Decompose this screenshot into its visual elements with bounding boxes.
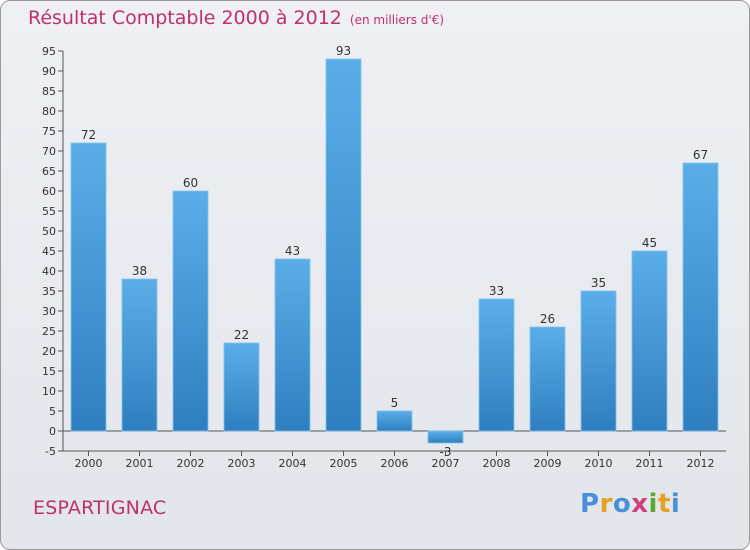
x-tick-label: 2003 [228,457,256,470]
x-tick-label: 2007 [432,457,460,470]
logo-letter: i [670,489,681,519]
proxiti-logo[interactable]: Proxiti [580,489,680,519]
x-tick-label: 2012 [687,457,715,470]
y-tick-label: 60 [42,185,56,198]
y-tick-label: -5 [45,445,56,458]
x-tick-label: 2000 [75,457,103,470]
x-tick-label: 2005 [330,457,358,470]
data-label: 93 [336,44,351,58]
data-label: 67 [693,148,708,162]
y-tick-label: 55 [42,205,56,218]
bar [70,142,107,432]
y-tick-label: 30 [42,305,56,318]
bar [376,410,413,432]
logo-letter: t [657,489,671,519]
y-tick-label: 10 [42,385,56,398]
x-tick-label: 2001 [126,457,154,470]
y-tick-label: 20 [42,345,56,358]
x-tick-label: 2006 [381,457,409,470]
y-tick-label: 75 [42,125,56,138]
data-label: 38 [132,264,147,278]
bar [121,278,158,432]
data-label: 22 [234,328,249,342]
bar [223,342,260,432]
data-label: 5 [391,396,399,410]
data-label: 60 [183,176,198,190]
data-label: 43 [285,244,300,258]
y-tick-label: 80 [42,105,56,118]
data-label: 45 [642,236,657,250]
x-tick-label: 2009 [534,457,562,470]
bar [682,162,719,432]
data-label: -3 [440,445,452,459]
x-tick-label: 2010 [585,457,613,470]
y-tick-label: 5 [49,405,56,418]
logo-letter: P [580,489,600,519]
chart-subtitle: (en milliers d'€) [349,13,445,27]
logo-letter: i [648,489,658,519]
data-label: 72 [81,128,96,142]
logo-letter: r [599,489,613,519]
chart-title-text: Résultat Comptable 2000 à 2012 [28,7,342,29]
bar [274,258,311,432]
y-tick-label: 35 [42,285,56,298]
x-tick-label: 2002 [177,457,205,470]
logo-letter: o [612,489,632,519]
data-label: 35 [591,276,606,290]
x-tick-label: 2011 [636,457,664,470]
y-tick-label: 85 [42,85,56,98]
bar [478,298,515,432]
bar [529,326,566,432]
y-tick-label: 25 [42,325,56,338]
y-tick-label: 90 [42,65,56,78]
y-tick-label: 40 [42,265,56,278]
bar [325,58,362,432]
y-tick-label: 45 [42,245,56,258]
y-tick-label: 65 [42,165,56,178]
y-tick-label: 70 [42,145,56,158]
y-tick-label: 95 [42,45,56,58]
data-label: 33 [489,284,504,298]
x-tick-label: 2004 [279,457,307,470]
bar [427,430,464,444]
commune-name: ESPARTIGNAC [33,497,167,519]
y-tick-label: 15 [42,365,56,378]
y-tick-label: 50 [42,225,56,238]
bar [172,190,209,432]
x-tick-label: 2008 [483,457,511,470]
bar [580,290,617,432]
logo-letter: x [631,489,649,519]
data-label: 26 [540,312,555,326]
chart-title: Résultat Comptable 2000 à 2012 (en millie… [28,7,444,29]
bar [631,250,668,432]
y-tick-label: 0 [49,425,56,438]
